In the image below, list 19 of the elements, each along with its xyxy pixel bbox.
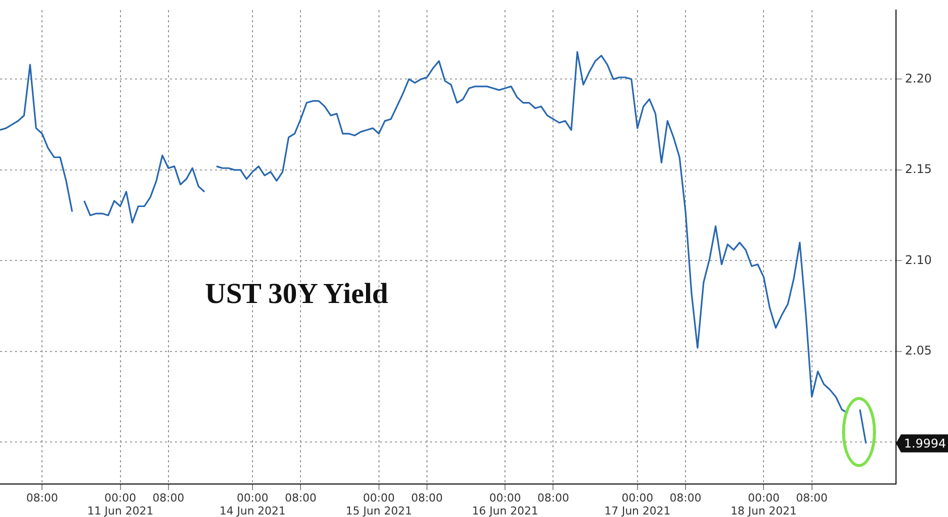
x-tick-label: 08:00 — [152, 491, 184, 504]
x-tick-label: 08:00 — [26, 491, 58, 504]
x-tick-label: 00:00 16 Jun 2021 — [472, 491, 538, 517]
x-tick-label: 08:00 — [670, 491, 702, 504]
x-tick-label: 08:00 — [796, 491, 828, 504]
y-tick-label: 2.20 — [905, 71, 932, 86]
y-tick-label: 2.15 — [905, 162, 932, 176]
x-tick-label: 08:00 — [411, 491, 443, 504]
x-tick-label: 00:00 18 Jun 2021 — [730, 491, 797, 517]
x-tick-label: 00:00 17 Jun 2021 — [604, 491, 671, 517]
text: 1.9994 — [904, 436, 946, 450]
x-tick-label: 08:00 — [284, 491, 317, 504]
x-tick-label: 08:00 — [537, 491, 570, 504]
x-tick-label: 00:00 15 Jun 2021 — [346, 491, 412, 517]
x-tick-label: 00:00 14 Jun 2021 — [219, 491, 286, 517]
y-tick-label: 2.05 — [905, 344, 932, 358]
y-tick-label: 2.10 — [905, 252, 932, 267]
x-tick-label: 00:00 11 Jun 2021 — [87, 491, 154, 517]
text: UST 30Y Yield — [205, 278, 388, 311]
